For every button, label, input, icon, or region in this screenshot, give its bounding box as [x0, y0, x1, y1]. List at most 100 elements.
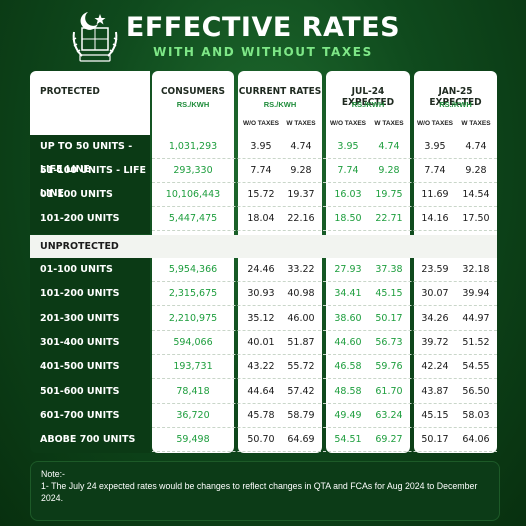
cell-jul-w: 22.71 [375, 213, 403, 224]
cell-jan-wo: 23.59 [421, 264, 449, 275]
footnote-box: Note:- 1- The July 24 expected rates wou… [30, 461, 500, 521]
consumers-unit: RS./KWH [176, 100, 210, 109]
row-divider [152, 281, 497, 282]
cell-jul-wo: 27.93 [334, 264, 362, 275]
cell-jan-wo: 45.15 [421, 410, 449, 421]
jul24-column-panel [326, 71, 410, 453]
row-label: 601-700 UNITS [40, 410, 120, 421]
note-heading: Note:- [41, 469, 65, 479]
row-divider [152, 182, 497, 183]
cell-jul-w: 50.17 [375, 313, 403, 324]
cell-jan-w: 32.18 [462, 264, 490, 275]
cell-jul-wo: 44.60 [334, 337, 362, 348]
jan25-wo-taxes-header: W/O TAXES [417, 120, 453, 127]
cell-jul-wo: 49.49 [334, 410, 362, 421]
cell-jan-wo: 30.07 [421, 288, 449, 299]
cell-jul-wo: 34.41 [334, 288, 362, 299]
cell-cur-w: 9.28 [290, 165, 312, 176]
cell-jan-wo: 11.69 [421, 189, 449, 200]
cell-jul-w: 56.73 [375, 337, 403, 348]
page-subtitle: WITH AND WITHOUT TAXES [153, 45, 373, 59]
row-divider [152, 206, 497, 207]
jul24-unit: RS./KWH [351, 100, 385, 109]
row-label: 401-500 UNITS [40, 361, 120, 372]
cell-jan-wo: 34.26 [421, 313, 449, 324]
row-label: 51-100 UNITS - LIFE LINE [40, 165, 146, 199]
cell-cur-w: 64.69 [287, 434, 315, 445]
cell-jan-w: 51.52 [462, 337, 490, 348]
cell-cur-w: 33.22 [287, 264, 315, 275]
row-label: 01-100 UNITS [40, 189, 113, 200]
cell-consumers: 36,720 [176, 410, 210, 421]
row-divider [152, 158, 497, 159]
cell-jan-wo: 50.17 [421, 434, 449, 445]
unprotected-label-panel [30, 258, 150, 453]
protected-label-panel [30, 135, 150, 234]
cell-consumers: 5,954,366 [168, 264, 218, 275]
cell-cur-w: 46.00 [287, 313, 315, 324]
cell-jul-w: 59.76 [375, 361, 403, 372]
cell-consumers: 193,731 [173, 361, 213, 372]
row-label: 101-200 UNITS [40, 213, 120, 224]
cell-consumers: 2,315,675 [168, 288, 218, 299]
cell-cur-w: 19.37 [287, 189, 315, 200]
jan25-unit: RS./KWH [439, 100, 472, 109]
row-label: UP TO 50 UNITS - LIFE LINE [40, 141, 133, 175]
cell-cur-wo: 3.95 [250, 141, 272, 152]
cell-jan-w: 44.97 [462, 313, 490, 324]
row-divider [152, 403, 497, 404]
row-label: 301-400 UNITS [40, 337, 120, 348]
cell-jul-w: 37.38 [375, 264, 403, 275]
cell-cur-wo: 18.04 [247, 213, 275, 224]
cell-cur-w: 57.42 [287, 386, 315, 397]
current-rates-column-panel [238, 71, 322, 453]
row-divider [152, 305, 497, 306]
jan25-w-taxes-header: W TAXES [461, 120, 491, 127]
cell-jul-wo: 16.03 [334, 189, 362, 200]
row-label: 101-200 UNITS [40, 288, 120, 299]
cell-jan-wo: 39.72 [421, 337, 449, 348]
cell-jul-w: 45.15 [375, 288, 403, 299]
consumers-column-panel [152, 71, 234, 453]
cell-jan-wo: 14.16 [421, 213, 449, 224]
cell-cur-w: 4.74 [290, 141, 312, 152]
cell-jan-wo: 43.87 [421, 386, 449, 397]
cell-cur-wo: 40.01 [247, 337, 275, 348]
cell-consumers: 293,330 [173, 165, 213, 176]
cell-cur-w: 58.79 [287, 410, 315, 421]
cell-jul-w: 9.28 [378, 165, 400, 176]
cell-jul-wo: 46.58 [334, 361, 362, 372]
cell-cur-wo: 45.78 [247, 410, 275, 421]
cell-jul-w: 4.74 [378, 141, 400, 152]
cell-jan-w: 39.94 [462, 288, 490, 299]
cell-jan-w: 58.03 [462, 410, 490, 421]
cell-jul-wo: 54.51 [334, 434, 362, 445]
row-label: 01-100 UNITS [40, 264, 113, 275]
jul24-wo-taxes-header: W/O TAXES [330, 120, 366, 127]
row-label: 201-300 UNITS [40, 313, 120, 324]
cell-consumers: 59,498 [176, 434, 210, 445]
cell-jul-w: 63.24 [375, 410, 403, 421]
note-text: 1- The July 24 expected rates would be c… [41, 481, 478, 503]
cell-consumers: 5,447,475 [168, 213, 218, 224]
row-divider [152, 427, 497, 428]
header-protected: PROTECTED [40, 86, 100, 97]
cell-cur-wo: 24.46 [247, 264, 275, 275]
protected-header-panel [30, 71, 150, 135]
cell-jan-w: 54.55 [462, 361, 490, 372]
cell-jul-w: 19.75 [375, 189, 403, 200]
cell-cur-w: 51.87 [287, 337, 315, 348]
current-wo-taxes-header: W/O TAXES [243, 120, 279, 127]
cell-jul-wo: 48.58 [334, 386, 362, 397]
cell-cur-wo: 43.22 [247, 361, 275, 372]
cell-jan-wo: 3.95 [424, 141, 446, 152]
row-divider [152, 354, 497, 355]
header-jul24-expected: JUL-24 EXPECTED [341, 86, 395, 108]
header-current-rates: CURRENT RATES [238, 86, 322, 97]
cell-cur-wo: 44.64 [247, 386, 275, 397]
cell-jan-w: 17.50 [462, 213, 490, 224]
cell-cur-wo: 15.72 [247, 189, 275, 200]
cell-cur-wo: 30.93 [247, 288, 275, 299]
cell-jul-wo: 38.60 [334, 313, 362, 324]
jul24-w-taxes-header: W TAXES [374, 120, 404, 127]
